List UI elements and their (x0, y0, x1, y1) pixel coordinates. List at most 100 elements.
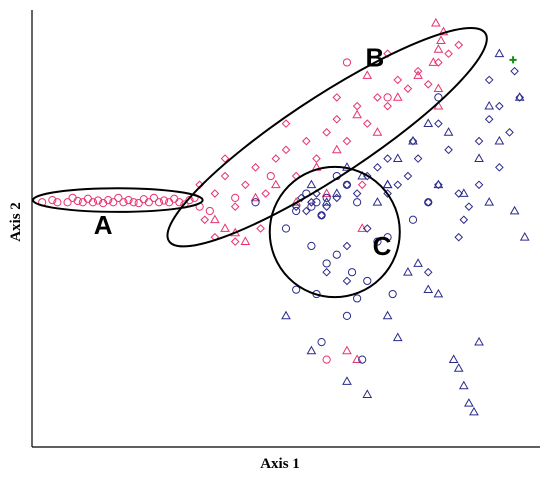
point (317, 211, 326, 220)
point (453, 363, 464, 372)
point (134, 199, 143, 208)
point (240, 236, 251, 245)
point (372, 197, 383, 206)
point (443, 127, 454, 136)
point (392, 332, 403, 342)
cluster-ellipse (33, 188, 203, 212)
point (454, 189, 464, 198)
point (88, 198, 98, 207)
point (332, 193, 342, 203)
point (408, 215, 418, 224)
point (454, 40, 464, 50)
point (114, 193, 123, 203)
point (144, 198, 153, 207)
point (124, 195, 133, 205)
point (347, 268, 357, 277)
point (423, 267, 433, 277)
point (514, 92, 525, 101)
point (251, 163, 260, 172)
point (382, 179, 393, 189)
point (220, 154, 230, 163)
point (519, 232, 530, 241)
point (510, 66, 519, 76)
point (281, 119, 291, 128)
point (448, 354, 459, 363)
point (129, 198, 138, 207)
point (63, 198, 72, 207)
point (413, 258, 423, 267)
point (436, 35, 446, 44)
point (322, 193, 331, 203)
point (363, 276, 372, 286)
point (109, 198, 118, 207)
point (495, 163, 504, 172)
point (220, 223, 230, 232)
point (53, 198, 62, 207)
point (383, 93, 392, 102)
point (474, 180, 484, 190)
point (484, 75, 494, 85)
point (423, 79, 433, 89)
point (362, 389, 373, 398)
point (200, 215, 210, 225)
point (357, 180, 367, 190)
point (175, 198, 184, 207)
point (322, 202, 331, 211)
point (454, 232, 464, 242)
point (403, 84, 413, 93)
cluster-label: A (94, 210, 113, 240)
point (205, 206, 214, 216)
point (372, 127, 383, 136)
point (210, 189, 220, 198)
point (231, 193, 240, 203)
point (382, 310, 393, 320)
point (413, 154, 423, 163)
point (515, 93, 524, 102)
point (154, 198, 164, 207)
point (342, 180, 352, 189)
point (392, 153, 403, 162)
point (331, 188, 342, 197)
point (119, 198, 128, 207)
point (78, 198, 87, 207)
point (322, 128, 331, 137)
point (474, 336, 484, 346)
point (464, 398, 474, 407)
point (433, 179, 444, 189)
point (281, 224, 291, 233)
point (332, 250, 341, 259)
point (494, 48, 505, 58)
point (296, 193, 306, 203)
point (403, 171, 413, 181)
point (438, 26, 449, 36)
point (342, 345, 352, 355)
point (48, 195, 57, 205)
point (459, 215, 469, 225)
point (413, 66, 423, 76)
point (270, 179, 281, 189)
point (433, 288, 444, 298)
point (307, 241, 316, 251)
y-axis-label: Axis 2 (8, 202, 24, 242)
point (220, 171, 230, 181)
point (352, 109, 362, 119)
point (413, 70, 423, 79)
point (358, 355, 367, 364)
point (423, 118, 434, 127)
point (170, 194, 179, 203)
point (434, 58, 443, 67)
point (322, 267, 331, 277)
point (444, 49, 453, 59)
point (230, 202, 240, 211)
point (458, 380, 469, 390)
point (342, 276, 352, 286)
point (431, 17, 441, 27)
point (312, 154, 321, 163)
cluster-label: C (373, 231, 392, 261)
point (321, 197, 332, 206)
point (509, 205, 520, 215)
point (322, 355, 331, 364)
point (434, 119, 443, 128)
point (321, 188, 332, 197)
point (494, 135, 505, 145)
